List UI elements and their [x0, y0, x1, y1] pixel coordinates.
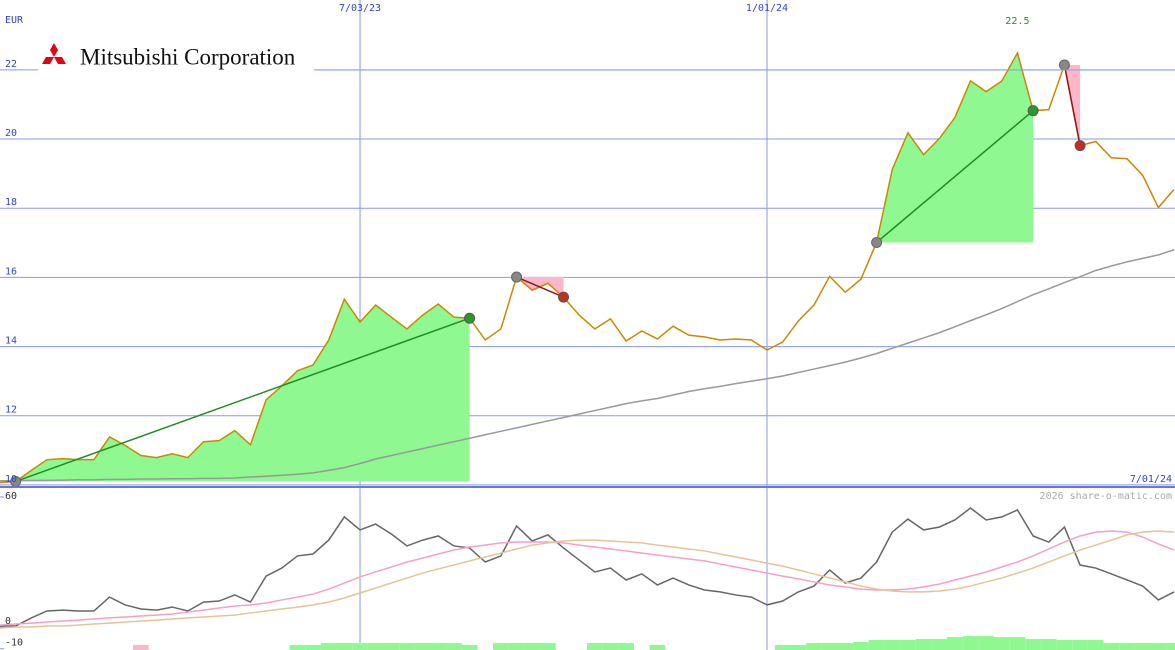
histogram-bar	[915, 638, 932, 650]
trade-exit	[464, 312, 476, 324]
histogram-bar	[821, 643, 838, 650]
trade-exit	[1074, 140, 1086, 152]
histogram-bar	[524, 643, 541, 650]
trade-area	[876, 52, 1034, 243]
histogram-bar	[868, 640, 885, 650]
trade-entry	[1058, 59, 1070, 71]
histogram-bar	[1087, 640, 1104, 650]
histogram-bar	[1134, 643, 1151, 650]
logo-diamond	[42, 57, 54, 64]
histogram-bar	[352, 643, 368, 650]
histogram-bar	[305, 645, 321, 650]
y-tick-label: -10	[5, 638, 23, 649]
trade-exit	[558, 291, 570, 303]
y-tick-label: 60	[5, 491, 17, 502]
histogram-bar	[414, 643, 431, 650]
y-tick-label: 22	[5, 59, 17, 70]
histogram-bar	[383, 643, 400, 650]
histogram-bar	[399, 643, 415, 650]
y-tick-label: 20	[5, 128, 17, 139]
histogram-bar	[493, 643, 509, 650]
histogram-bar	[962, 636, 979, 650]
trade-line	[15, 317, 470, 483]
histogram-bar	[1166, 643, 1175, 650]
histogram-bar	[1072, 640, 1088, 650]
histogram-bar	[540, 643, 556, 650]
x-tick-label: 1/01/24	[746, 3, 788, 14]
histogram-bar	[1103, 643, 1120, 650]
plot-area	[0, 50, 1175, 650]
y-tick-label: 0	[5, 616, 11, 627]
series-line	[0, 530, 1175, 629]
histogram-bar	[853, 641, 869, 650]
watermark: 2026 share-o-matic.com	[1040, 491, 1172, 502]
histogram-bar	[508, 643, 525, 650]
histogram-bar	[993, 636, 1010, 650]
y-tick-label: 18	[5, 197, 17, 208]
y-tick-label: 16	[5, 266, 17, 277]
histogram-bar	[790, 645, 807, 650]
histogram-bar	[336, 643, 353, 650]
histogram-bar	[320, 643, 337, 650]
histogram-bar	[133, 645, 149, 650]
logo-backdrop	[38, 42, 314, 72]
histogram-bar	[806, 643, 822, 650]
trade-entry	[511, 271, 523, 283]
histogram-bar	[900, 640, 916, 650]
histogram-bar	[289, 645, 306, 650]
histogram-bar	[446, 643, 462, 650]
histogram-bar	[649, 645, 666, 650]
series-line	[0, 530, 1175, 626]
histogram-bar	[618, 643, 634, 650]
histogram-bar	[1040, 638, 1057, 650]
trade-entry	[871, 236, 883, 248]
y-tick-label: 12	[5, 405, 17, 416]
x-tick-label: 7/01/24	[1130, 474, 1172, 485]
histogram-bar	[1009, 636, 1026, 650]
series-line	[0, 507, 1175, 627]
trade-line	[1063, 64, 1081, 146]
histogram-bar	[931, 638, 948, 650]
histogram-bar	[367, 643, 384, 650]
histogram-bar	[602, 643, 619, 650]
histogram-bar	[947, 636, 963, 650]
series-line	[0, 50, 1175, 484]
trade-exit	[1027, 105, 1039, 117]
histogram-bar	[1119, 643, 1135, 650]
histogram-bar	[1025, 638, 1041, 650]
histogram-bar	[774, 645, 791, 650]
logo-diamond	[50, 43, 58, 57]
histogram-bar	[1150, 643, 1167, 650]
series-line	[0, 249, 1175, 482]
histogram-bar	[884, 640, 901, 650]
y-tick-label: 10	[5, 474, 17, 485]
trade-line	[516, 276, 564, 298]
histogram-bar	[430, 643, 447, 650]
histogram-bar	[1056, 640, 1073, 650]
y-axis-label: EUR	[5, 15, 24, 26]
y-tick-label: 14	[5, 336, 17, 347]
logo-mark	[42, 43, 66, 64]
trade-area	[15, 299, 470, 482]
histogram-bar	[461, 645, 478, 650]
histogram-bar	[978, 636, 994, 650]
peak-annotation: 22.5	[1005, 16, 1029, 27]
trade-line	[876, 110, 1034, 244]
x-tick-label: 7/03/23	[339, 3, 381, 14]
histogram-bar	[837, 643, 854, 650]
chart-title: Mitsubishi Corporation	[80, 44, 296, 69]
logo-diamond	[54, 57, 66, 64]
histogram-bar	[587, 643, 603, 650]
